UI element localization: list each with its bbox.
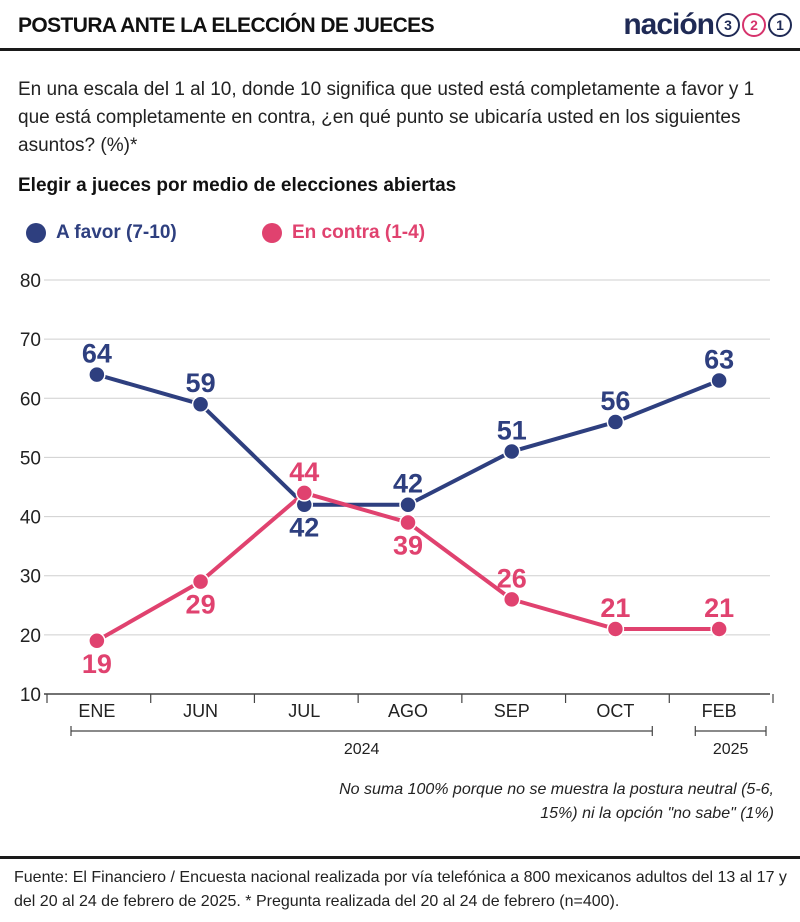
legend-item-favor: A favor (7-10): [26, 222, 177, 244]
data-label-s1-1: 29: [186, 590, 216, 620]
line-chart: 10 20 30 40 50 60 70 80 ENE JUN JUL AGO SEP OCT FEB 202…: [20, 271, 774, 758]
data-point-s1-3: [399, 513, 417, 532]
y-tick-label-80: 80: [20, 271, 41, 292]
data-label-s0-4: 51: [497, 416, 527, 446]
y-tick-label-40: 40: [20, 508, 41, 529]
logo-digit-2: 2: [742, 13, 766, 37]
data-label-s1-2: 44: [289, 457, 319, 487]
data-point-s1-4: [502, 590, 521, 609]
data-point-s0-1: [191, 395, 210, 413]
y-tick-label-20: 20: [20, 626, 41, 647]
x-tick-label-jun: JUN: [183, 701, 218, 721]
data-label-s0-0: 64: [82, 339, 112, 369]
logo-digit-3: 3: [716, 13, 740, 37]
data-label-s0-1: 59: [186, 368, 216, 398]
legend-label-favor: A favor (7-10): [56, 222, 177, 243]
legend-label-contra: En contra (1-4): [292, 222, 426, 243]
y-tick-label-70: 70: [20, 330, 41, 351]
data-label-s1-4: 26: [497, 563, 527, 593]
data-point-s0-6: [710, 371, 728, 390]
footer-divider: [0, 856, 800, 859]
source-note: Fuente: El Financiero / Encuesta naciona…: [14, 869, 787, 910]
page-title: POSTURA ANTE LA ELECCIÓN DE JUECES: [18, 14, 435, 37]
data-point-s1-6: [710, 620, 728, 638]
chart-subtitle: Elegir a jueces por medio de elecciones …: [18, 175, 457, 196]
y-tick-label-50: 50: [20, 448, 41, 469]
legend-swatch-favor: [26, 223, 46, 243]
x-tick-label-oct: OCT: [596, 701, 634, 721]
y-tick-label-30: 30: [20, 567, 41, 588]
data-point-s1-5: [606, 620, 625, 638]
logo-wordmark: nación: [623, 8, 715, 41]
data-point-s0-0: [88, 365, 106, 384]
data-point-s0-5: [606, 413, 625, 431]
legend-swatch-contra: [262, 223, 282, 243]
data-label-s1-5: 21: [600, 593, 630, 623]
x-tick-label-ene: ENE: [78, 701, 115, 721]
data-point-s1-1: [191, 572, 210, 591]
y-tick-label-10: 10: [20, 685, 41, 706]
year-label-2025: 2025: [713, 741, 749, 758]
data-label-s0-6: 63: [704, 345, 734, 375]
data-label-s1-0: 19: [82, 649, 112, 679]
data-point-s0-4: [502, 442, 521, 461]
x-tick-label-feb: FEB: [702, 701, 737, 721]
x-tick-label-jul: JUL: [288, 701, 320, 721]
year-label-2024: 2024: [344, 741, 380, 758]
data-label-s0-3: 42: [393, 469, 423, 499]
x-tick-label-sep: SEP: [494, 701, 530, 721]
header-divider: [0, 48, 800, 51]
footnote: No suma 100% porque no se muestra la pos…: [339, 781, 774, 822]
brand-logo: nación 3 2 1: [623, 8, 792, 42]
data-label-s1-3: 39: [393, 530, 423, 560]
survey-question: En una escala del 1 al 10, donde 10 sign…: [18, 79, 755, 156]
data-point-s1-2: [295, 484, 314, 502]
data-label-s0-5: 56: [600, 386, 630, 416]
data-label-s0-2: 42: [289, 513, 319, 543]
data-point-s0-3: [399, 495, 417, 514]
x-tick-label-ago: AGO: [388, 701, 428, 721]
logo-digit-1: 1: [768, 13, 792, 37]
data-point-s1-0: [88, 632, 106, 650]
legend-item-contra: En contra (1-4): [262, 222, 425, 244]
data-label-s1-6: 21: [704, 593, 734, 623]
y-tick-label-60: 60: [20, 389, 41, 410]
